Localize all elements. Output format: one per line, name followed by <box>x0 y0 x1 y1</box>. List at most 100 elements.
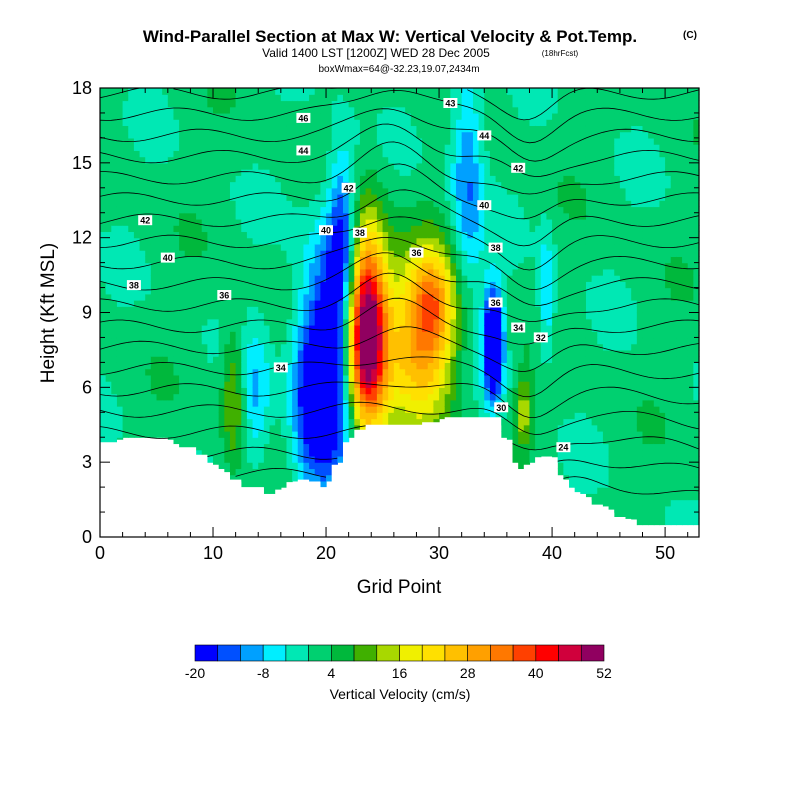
w-cell <box>410 293 418 301</box>
w-cell <box>116 150 124 158</box>
w-cell <box>224 443 231 451</box>
w-cell <box>105 181 112 189</box>
w-cell <box>484 387 491 395</box>
w-cell <box>540 175 548 183</box>
w-cell <box>167 343 175 351</box>
w-cell <box>439 387 446 395</box>
w-cell <box>467 275 474 282</box>
w-cell <box>489 287 497 295</box>
w-cell <box>405 212 412 220</box>
w-cell <box>116 387 124 395</box>
w-cell <box>179 187 186 195</box>
w-cell <box>342 137 350 145</box>
w-cell <box>275 374 282 382</box>
w-cell <box>422 318 429 326</box>
w-cell <box>489 144 497 151</box>
w-cell <box>478 368 485 376</box>
w-cell <box>224 343 231 351</box>
w-cell <box>472 275 480 282</box>
w-cell <box>342 362 350 370</box>
w-cell <box>518 200 525 208</box>
w-cell <box>100 181 107 189</box>
w-cell <box>518 119 525 127</box>
w-cell <box>382 119 389 127</box>
w-cell <box>326 412 333 420</box>
w-cell <box>439 206 446 214</box>
w-cell <box>495 374 502 382</box>
w-cell <box>111 318 118 326</box>
w-cell <box>512 343 519 351</box>
w-cell <box>292 331 299 339</box>
w-cell <box>258 343 265 351</box>
w-cell <box>263 424 271 432</box>
w-cell <box>546 262 553 270</box>
w-cell <box>393 293 401 301</box>
w-cell <box>241 275 248 282</box>
w-cell <box>518 100 525 108</box>
w-cell <box>314 430 321 438</box>
w-cell <box>416 100 423 108</box>
w-cell <box>444 137 451 145</box>
w-cell <box>563 200 570 208</box>
w-cell <box>303 318 310 326</box>
w-cell <box>569 206 576 214</box>
w-cell <box>167 275 175 282</box>
w-cell <box>489 150 497 158</box>
w-cell <box>150 430 158 438</box>
w-cell <box>207 187 214 195</box>
w-cell <box>309 175 316 183</box>
w-cell <box>139 181 146 189</box>
w-cell <box>546 162 553 170</box>
w-cell <box>467 268 474 276</box>
w-cell <box>439 88 446 95</box>
w-cell <box>569 468 576 476</box>
w-cell <box>162 194 169 201</box>
w-cell <box>342 206 350 214</box>
w-cell <box>292 156 299 164</box>
w-cell <box>495 293 502 301</box>
w-cell <box>506 293 514 301</box>
w-cell <box>489 256 497 264</box>
w-cell <box>450 312 457 320</box>
w-cell <box>269 368 276 376</box>
w-cell <box>450 393 457 401</box>
w-cell <box>111 212 118 220</box>
w-cell <box>167 430 175 438</box>
w-cell <box>156 275 163 282</box>
w-cell <box>371 387 378 395</box>
w-cell <box>337 455 344 463</box>
w-cell <box>190 424 197 432</box>
w-cell <box>557 125 564 133</box>
w-cell <box>128 424 135 432</box>
w-cell <box>535 343 542 351</box>
w-cell <box>529 112 536 120</box>
w-cell <box>433 368 440 376</box>
w-cell <box>116 293 124 301</box>
w-cell <box>184 343 192 351</box>
w-cell <box>275 406 282 413</box>
w-cell <box>472 169 480 176</box>
w-cell <box>382 125 389 133</box>
w-cell <box>439 106 446 114</box>
w-cell <box>139 162 146 170</box>
w-cell <box>557 318 564 326</box>
w-cell <box>563 256 570 264</box>
w-cell <box>354 324 361 332</box>
w-cell <box>427 268 434 276</box>
w-cell <box>563 250 570 257</box>
w-cell <box>156 187 163 195</box>
w-cell <box>574 231 581 239</box>
w-cell <box>580 480 587 488</box>
w-cell <box>523 112 531 120</box>
w-cell <box>523 424 531 432</box>
w-cell <box>478 306 485 314</box>
w-cell <box>552 162 559 170</box>
w-cell <box>365 137 372 145</box>
w-cell <box>241 281 248 289</box>
w-cell <box>512 337 519 345</box>
w-cell <box>292 268 299 276</box>
w-cell <box>467 343 474 351</box>
w-cell <box>563 418 570 426</box>
w-cell <box>478 144 485 151</box>
w-cell <box>246 256 254 264</box>
